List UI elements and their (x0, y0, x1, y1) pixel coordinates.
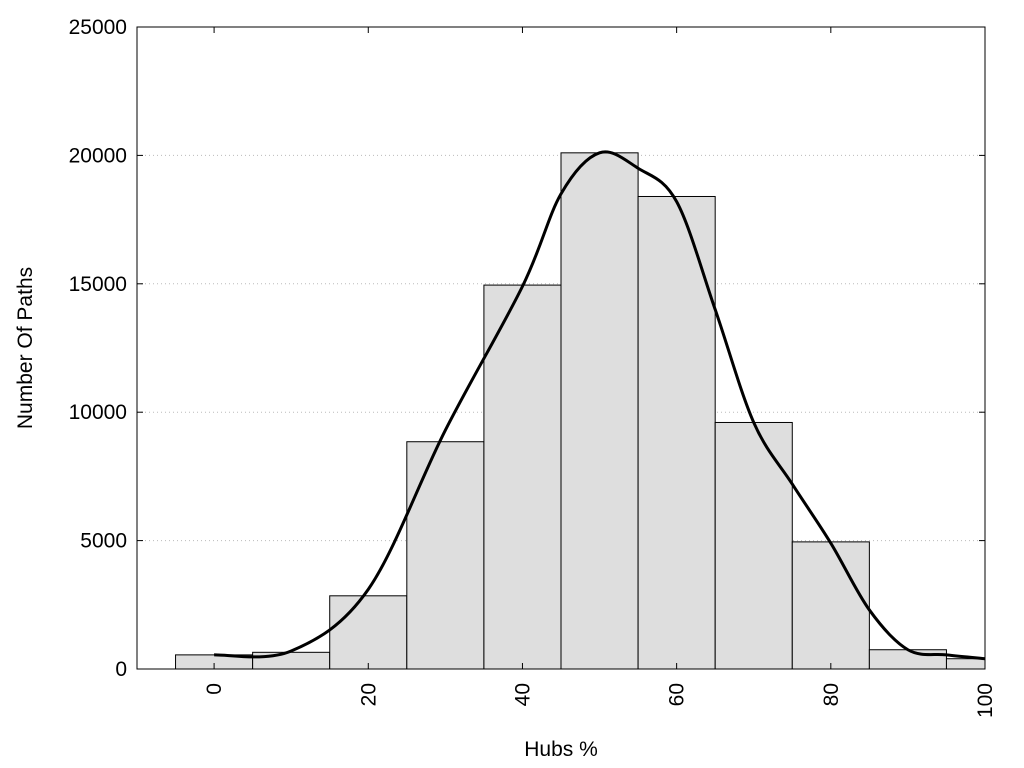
density-curve-line (214, 150, 986, 661)
y-tick-label: 0 (115, 658, 127, 681)
x-tick-label: 80 (820, 683, 843, 706)
x-tick-label: 100 (974, 683, 997, 718)
x-tick-label: 60 (666, 683, 689, 706)
x-tick-label: 20 (357, 683, 380, 706)
histogram-bar (560, 152, 639, 670)
y-tick-label: 10000 (69, 401, 127, 424)
histogram-bar (637, 195, 716, 670)
x-tick-label: 40 (511, 683, 534, 706)
y-tick-label: 20000 (69, 144, 127, 167)
histogram-bar (945, 658, 986, 670)
y-tick-label: 25000 (69, 16, 127, 39)
histogram-bars (175, 152, 986, 670)
y-axis-title: Number Of Paths (14, 267, 37, 429)
histogram-bar (714, 421, 793, 670)
density-curve (214, 150, 986, 661)
plot-frame (136, 26, 986, 670)
histogram-bar (329, 595, 408, 670)
histogram-bar (868, 649, 947, 670)
histogram-bar (252, 651, 331, 670)
histogram-bar (483, 284, 562, 670)
histogram-bar (791, 541, 870, 670)
histogram-bar (406, 441, 485, 670)
y-axis-ticks: 0 5000 10000 15000 20000 25000 (69, 16, 985, 681)
x-axis-ticks: 0 20 40 60 80 100 (203, 27, 997, 718)
y-tick-label: 15000 (69, 273, 127, 296)
x-axis-title: Hubs % (524, 738, 598, 761)
x-tick-label: 0 (203, 683, 226, 695)
y-tick-label: 5000 (80, 530, 127, 553)
